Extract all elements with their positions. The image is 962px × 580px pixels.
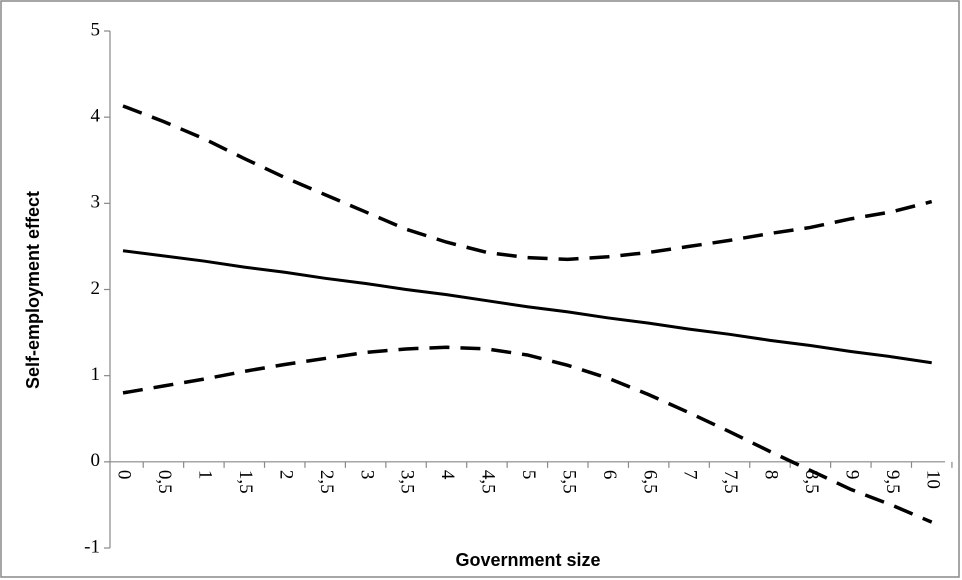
x-tick-label: 7,5 <box>720 470 741 494</box>
y-tick-label: 1 <box>91 364 101 385</box>
x-tick-label: 5 <box>518 470 539 480</box>
x-tick-label: 0,5 <box>154 470 175 494</box>
x-tick-label: 9,5 <box>882 470 903 494</box>
x-axis-title: Government size <box>455 550 600 570</box>
y-tick-label: 3 <box>91 192 101 213</box>
x-tick-label: 3,5 <box>397 470 418 494</box>
y-tick-label: 0 <box>91 450 101 471</box>
y-axis-title: Self-employment effect <box>23 191 43 389</box>
line-series <box>122 249 932 365</box>
x-tick-label: 2,5 <box>316 470 337 494</box>
x-tick-label: 6,5 <box>639 470 660 494</box>
x-tick-label: 1,5 <box>235 470 256 494</box>
x-tick-label: 4,5 <box>478 470 499 494</box>
y-tick-label: 4 <box>91 106 101 127</box>
x-tick-label: 8,5 <box>801 470 822 494</box>
x-tick-label: 6 <box>599 470 620 480</box>
x-tick-label: 8 <box>761 470 782 480</box>
y-tick-label: 2 <box>91 278 101 299</box>
line-series <box>122 345 933 524</box>
x-tick-label: 5,5 <box>558 470 579 494</box>
x-tick-label: 9 <box>841 470 862 480</box>
x-tick-label: 1 <box>195 470 216 480</box>
x-tick-label: 2 <box>275 470 296 480</box>
x-tick-label: 10 <box>922 470 943 489</box>
x-tick-label: 4 <box>437 470 458 480</box>
y-tick-label: -1 <box>84 536 100 557</box>
x-tick-label: 3 <box>356 470 377 480</box>
x-tick-label: 7 <box>680 470 701 480</box>
x-tick-label: 0 <box>114 470 135 480</box>
y-tick-label: 5 <box>91 19 101 40</box>
